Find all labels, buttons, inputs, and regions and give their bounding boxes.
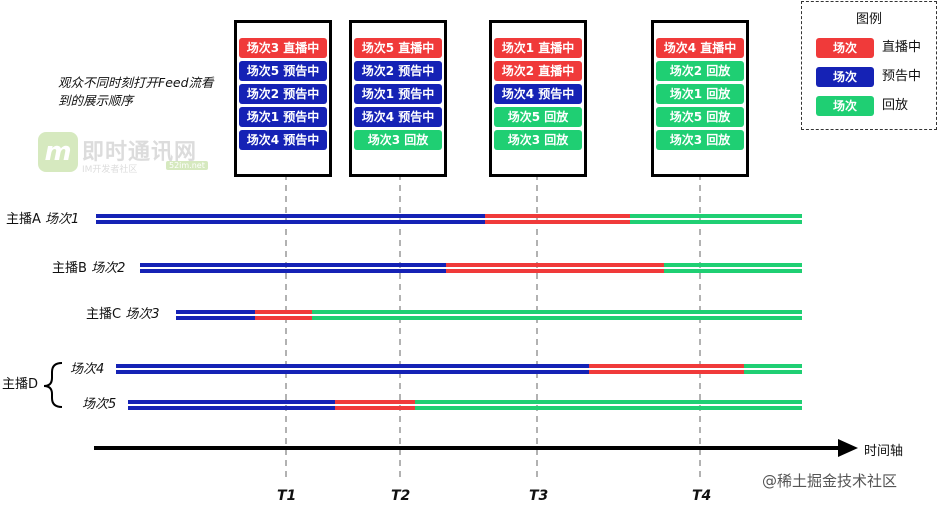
time-axis-label: 时间轴 [864, 444, 904, 459]
row-label-anchor-b: 主播B 场次2 [52, 261, 125, 277]
row-label-anchor-a: 主播A 场次1 [6, 212, 79, 228]
feed-item: 场次3 回放 [656, 130, 744, 150]
legend-chip-live: 场次 [816, 38, 874, 58]
snapshot-t3: 场次1 直播中 场次2 直播中 场次4 预告中 场次5 回放 场次3 回放 [489, 20, 587, 177]
feed-item: 场次3 直播中 [239, 38, 327, 58]
snapshot-t1: 场次3 直播中 场次5 预告中 场次2 预告中 场次1 预告中 场次4 预告中 [234, 20, 332, 177]
feed-item: 场次4 预告中 [494, 84, 582, 104]
row-label-anchor-d: 主播D [2, 377, 39, 392]
watermark-subtitle: IM开发者社区 [82, 165, 138, 175]
session-name: 场次2 [91, 261, 126, 276]
time-label-t3: T3 [529, 488, 549, 504]
feed-item: 场次2 回放 [656, 61, 744, 81]
footer-credit: @稀土掘金技术社区 [762, 472, 898, 490]
watermark-logo-icon: m [38, 132, 78, 172]
session-name: 场次5 [82, 397, 117, 412]
feed-item: 场次4 预告中 [354, 107, 442, 127]
legend-label-preview: 预告中 [882, 69, 922, 84]
time-label-t4: T4 [692, 488, 712, 504]
time-label-t2: T2 [391, 488, 411, 504]
feed-item: 场次1 预告中 [354, 84, 442, 104]
session-name: 场次4 [70, 362, 105, 377]
legend-label-live: 直播中 [882, 40, 922, 55]
feed-item: 场次4 直播中 [656, 38, 744, 58]
feed-item: 场次3 回放 [354, 130, 442, 150]
watermark-url: 52im.net [166, 161, 208, 170]
feed-item: 场次2 预告中 [239, 84, 327, 104]
feed-item: 场次3 回放 [494, 130, 582, 150]
legend: 图例 场次 直播中 场次 预告中 场次 回放 [801, 1, 937, 130]
anchor-name: 主播B [52, 261, 87, 276]
snapshot-t2: 场次5 直播中 场次2 预告中 场次1 预告中 场次4 预告中 场次3 回放 [349, 20, 447, 177]
feed-item: 场次5 回放 [494, 107, 582, 127]
snapshot-t4: 场次4 直播中 场次2 回放 场次1 回放 场次5 回放 场次3 回放 [651, 20, 749, 177]
feed-item: 场次1 直播中 [494, 38, 582, 58]
watermark: m 即时通讯网 IM开发者社区 52im.net [38, 132, 238, 182]
feed-item: 场次2 预告中 [354, 61, 442, 81]
session-name: 场次3 [125, 307, 160, 322]
feed-item: 场次5 直播中 [354, 38, 442, 58]
row-label-anchor-c: 主播C 场次3 [86, 307, 160, 323]
legend-label-replay: 回放 [882, 98, 909, 113]
legend-chip-preview: 场次 [816, 67, 874, 87]
time-axis [94, 439, 858, 457]
axis-arrow-icon [838, 439, 858, 457]
anchor-name: 主播C [86, 307, 122, 322]
feed-item: 场次2 直播中 [494, 61, 582, 81]
anchor-d-brace [43, 362, 63, 408]
feed-item: 场次5 回放 [656, 107, 744, 127]
watermark-name: 即时通讯网 [82, 140, 198, 165]
feed-item: 场次1 回放 [656, 84, 744, 104]
feed-order-note: 观众不同时刻打开Feed流看到的展示顺序 [58, 75, 214, 108]
feed-item: 场次5 预告中 [239, 61, 327, 81]
session-name: 场次1 [45, 212, 80, 227]
legend-chip-replay: 场次 [816, 96, 874, 116]
feed-item: 场次1 预告中 [239, 107, 327, 127]
time-label-t1: T1 [277, 488, 297, 504]
legend-title: 图例 [855, 12, 882, 27]
anchor-name: 主播A [6, 212, 41, 227]
feed-item: 场次4 预告中 [239, 130, 327, 150]
